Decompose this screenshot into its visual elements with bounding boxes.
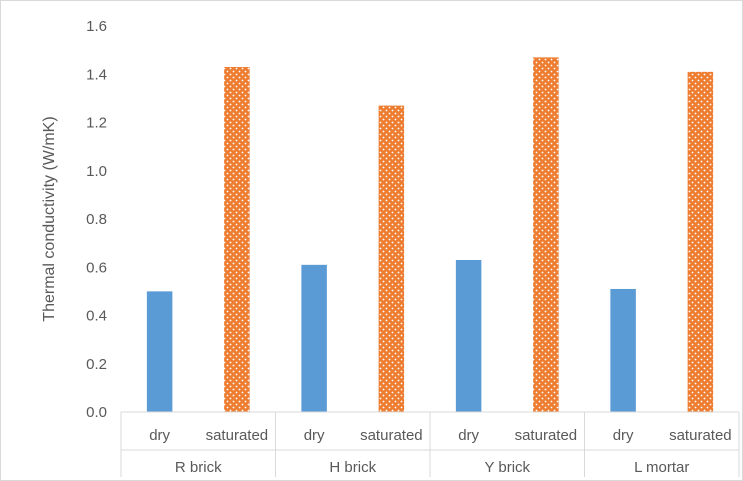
x-tick-label: saturated [669, 427, 732, 444]
bar-y-brick-dry [455, 260, 482, 412]
x-tick-label: dry [149, 427, 170, 444]
y-tick-label: 1.4 [86, 66, 107, 83]
bar-h-brick-saturated [378, 105, 405, 413]
bar-r-brick-saturated [224, 67, 250, 412]
y-tick-label: 1.6 [86, 18, 107, 35]
bar-h-brick-dry [301, 264, 327, 412]
y-tick-label: 0.6 [86, 259, 107, 276]
x-tick-label: saturated [206, 427, 269, 444]
y-axis-title: Thermal conductivity (W/mK) [41, 116, 58, 321]
x-group-label: L mortar [634, 459, 689, 476]
y-axis-ticks: 0.0 0.2 0.4 0.6 0.8 1.0 1.2 1.4 1.6 [86, 18, 107, 421]
y-tick-label: 1.2 [86, 115, 107, 132]
x-tick-label: dry [613, 427, 634, 444]
bar-y-brick-saturated [533, 57, 559, 413]
bar-r-brick-dry [146, 291, 173, 412]
bar-l-mortar-dry [610, 288, 636, 412]
y-tick-label: 0.2 [86, 356, 107, 373]
y-tick-label: 1.0 [86, 163, 107, 180]
bar-l-mortar-saturated [687, 71, 714, 413]
y-tick-label: 0.4 [86, 308, 107, 325]
x-tick-label: dry [304, 427, 325, 444]
x-group-label: Y brick [484, 459, 530, 476]
y-tick-label: 0.0 [86, 404, 107, 421]
x-tick-label: saturated [515, 427, 578, 444]
x-group-label: H brick [329, 459, 376, 476]
x-tick-label: dry [458, 427, 479, 444]
bars [146, 57, 714, 413]
x-group-label: R brick [175, 459, 222, 476]
y-tick-label: 0.8 [86, 211, 107, 228]
x-tick-label: saturated [360, 427, 423, 444]
